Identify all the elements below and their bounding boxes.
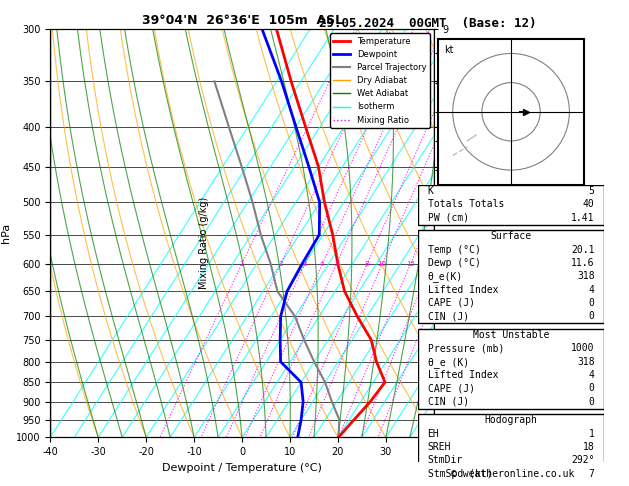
Text: 8: 8 [365, 261, 369, 267]
Text: 4: 4 [589, 370, 594, 380]
Text: 25: 25 [443, 261, 452, 267]
Text: θ_e (K): θ_e (K) [428, 357, 469, 367]
Text: 2: 2 [279, 261, 283, 267]
Text: Hodograph: Hodograph [484, 416, 538, 425]
FancyBboxPatch shape [418, 185, 604, 218]
Text: K: K [428, 186, 433, 196]
Text: Temp (°C): Temp (°C) [428, 245, 481, 255]
Text: 29.05.2024  00GMT  (Base: 12): 29.05.2024 00GMT (Base: 12) [319, 17, 537, 30]
Text: 5: 5 [334, 261, 338, 267]
Text: 4: 4 [589, 285, 594, 295]
Text: Totals Totals: Totals Totals [428, 199, 504, 209]
Legend: Temperature, Dewpoint, Parcel Trajectory, Dry Adiabat, Wet Adiabat, Isotherm, Mi: Temperature, Dewpoint, Parcel Trajectory… [330, 34, 430, 128]
Y-axis label: km
ASL: km ASL [457, 233, 475, 255]
Text: 3: 3 [303, 261, 307, 267]
Text: 20.1: 20.1 [571, 245, 594, 255]
Text: CAPE (J): CAPE (J) [428, 383, 474, 393]
Text: 4: 4 [320, 261, 325, 267]
Bar [418, 329, 604, 409]
Text: 1: 1 [589, 429, 594, 439]
Text: 0: 0 [589, 298, 594, 308]
Text: Lifted Index: Lifted Index [428, 285, 498, 295]
Text: StmSpd (kt): StmSpd (kt) [428, 469, 492, 479]
Text: PW (cm): PW (cm) [428, 213, 469, 223]
Text: 10: 10 [377, 261, 387, 267]
Text: 18: 18 [583, 442, 594, 452]
Text: StmDir: StmDir [428, 455, 463, 465]
Text: 318: 318 [577, 271, 594, 281]
Text: 1.41: 1.41 [571, 213, 594, 223]
Bar [418, 185, 604, 225]
Text: Lifted Index: Lifted Index [428, 370, 498, 380]
Text: θ_e(K): θ_e(K) [428, 271, 463, 282]
Text: 1000: 1000 [571, 344, 594, 353]
Text: CIN (J): CIN (J) [428, 311, 469, 321]
Text: Surface: Surface [491, 231, 532, 242]
Text: 15: 15 [406, 261, 415, 267]
Text: © weatheronline.co.uk: © weatheronline.co.uk [451, 469, 574, 479]
Text: 5: 5 [589, 186, 594, 196]
Text: Most Unstable: Most Unstable [473, 330, 549, 340]
Text: 292°: 292° [571, 455, 594, 465]
Y-axis label: hPa: hPa [1, 223, 11, 243]
Text: 0: 0 [589, 311, 594, 321]
Text: 40: 40 [583, 199, 594, 209]
Text: EH: EH [428, 429, 439, 439]
Text: SREH: SREH [428, 442, 451, 452]
Text: LCL: LCL [437, 385, 454, 395]
Text: CIN (J): CIN (J) [428, 397, 469, 407]
Text: kt: kt [444, 45, 454, 55]
X-axis label: Dewpoint / Temperature (°C): Dewpoint / Temperature (°C) [162, 463, 322, 473]
Text: Pressure (mb): Pressure (mb) [428, 344, 504, 353]
Title: 39°04'N  26°36'E  105m  ASL: 39°04'N 26°36'E 105m ASL [142, 14, 343, 27]
Text: 11.6: 11.6 [571, 258, 594, 268]
Text: Mixing Ratio (g/kg): Mixing Ratio (g/kg) [199, 197, 209, 289]
Bar [418, 414, 604, 481]
Text: CAPE (J): CAPE (J) [428, 298, 474, 308]
Text: 7: 7 [589, 469, 594, 479]
Text: 0: 0 [589, 383, 594, 393]
Text: 318: 318 [577, 357, 594, 367]
Text: 0: 0 [589, 397, 594, 407]
Text: 20: 20 [426, 261, 435, 267]
Text: 1: 1 [240, 261, 244, 267]
Text: Dewp (°C): Dewp (°C) [428, 258, 481, 268]
Bar [418, 230, 604, 323]
